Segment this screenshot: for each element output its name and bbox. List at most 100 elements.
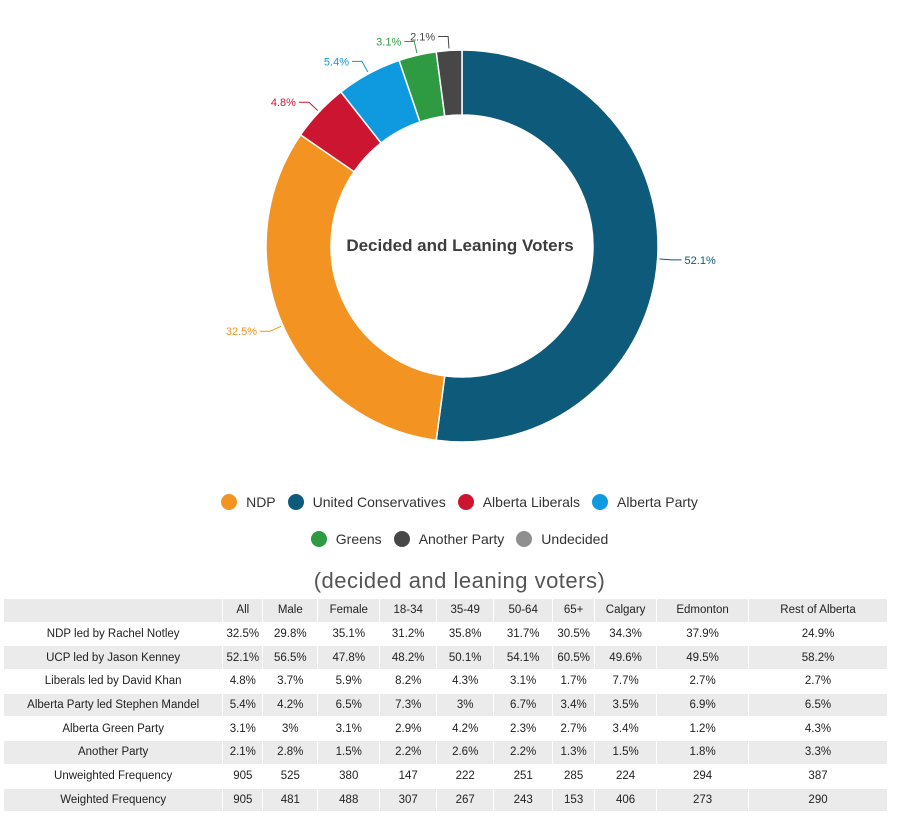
table-cell: 3.3% [748,740,888,765]
row-label: Weighted Frequency [4,788,224,813]
row-label: NDP led by Rachel Notley [4,622,224,647]
table-cell: 1.7% [552,669,596,694]
table-cell: 251 [493,764,554,789]
leader-line [260,325,282,332]
row-label: Another Party [4,740,224,765]
table-cell: 2.6% [436,740,495,765]
legend-item-united-conservatives[interactable]: United Conservatives [287,494,446,510]
row-label: Alberta Green Party [4,716,224,742]
table-cell: 273 [656,788,750,813]
slice-another-party[interactable] [435,49,463,117]
table-cell: 290 [748,788,888,813]
table-cell: 243 [493,788,554,813]
table-cell: 2.7% [656,669,750,694]
table-cell: 8.2% [379,669,438,694]
legend-item-another-party[interactable]: Another Party [393,531,505,547]
legend-label: Alberta Liberals [482,494,580,510]
table-cell: 3.1% [317,716,381,742]
table-cell: 6.9% [656,693,750,718]
table-cell: 54.1% [493,645,554,671]
legend-label: NDP [246,494,276,510]
table-cell: 285 [552,764,596,789]
legend-swatch [221,494,238,510]
table-cell: 153 [552,788,596,813]
legend-swatch [516,531,533,547]
leader-line [438,35,450,49]
legend-item-undecided[interactable]: Undecided [516,531,608,547]
legend-row-1: NDP United Conservatives Alberta Liberal… [0,494,919,510]
legend-label: Another Party [418,531,505,547]
legend-item-ndp[interactable]: NDP [221,494,276,510]
legend-item-greens[interactable]: Greens [310,531,382,547]
table-cell: 905 [222,764,264,789]
header-cell: Female [317,599,381,623]
table-cell: 35.8% [436,622,495,647]
legend-label: United Conservatives [312,494,446,510]
table-cell: 3% [436,693,495,718]
table-cell: 5.9% [317,669,381,694]
table-cell: 47.8% [317,645,381,671]
legend-item-alberta-liberals[interactable]: Alberta Liberals [457,494,580,510]
table-row: Liberals led by David Khan 4.8% 3.7% 5.9% 8.… [4,669,888,694]
slice-data-label: 5.4% [324,56,349,68]
table-row: Alberta Green Party 3.1% 3% 3.1% 2.9% 4.2% 2.3… [4,716,888,742]
table-row: UCP led by Jason Kenney 52.1% 56.5% 47.8% 48… [4,645,888,671]
table-cell: 387 [748,764,888,789]
header-cell: 65+ [552,599,596,623]
table-cell: 2.8% [262,740,319,765]
table-cell: 37.9% [656,622,750,647]
table-cell: 3.1% [222,716,264,742]
table-cell: 7.3% [379,693,438,718]
table-cell: 2.7% [552,716,596,742]
legend-label: Greens [335,531,382,547]
slice-ndp[interactable] [265,133,446,442]
table-cell: 58.2% [748,645,888,671]
table-cell: 2.2% [493,740,554,765]
legend-swatch [591,494,608,510]
leader-line [351,60,369,73]
table-cell: 488 [317,788,381,813]
legend-swatch [393,531,410,547]
table-cell: 1.5% [317,740,381,765]
table-cell: 307 [379,788,438,813]
table-cell: 1.3% [552,740,596,765]
table-header-row: All Male Female 18-34 35-49 50-64 65+ Ca… [4,599,888,623]
table-cell: 30.5% [552,622,596,647]
row-label: Liberals led by David Khan [4,669,224,694]
slice-data-label: 52.1% [685,255,716,267]
table-cell: 29.8% [262,622,319,647]
table-cell: 905 [222,788,264,813]
header-cell: Rest of Alberta [748,599,888,623]
legend-label: Alberta Party [616,494,698,510]
leader-line [659,258,682,261]
table-cell: 49.5% [656,645,750,671]
table-cell: 222 [436,764,495,789]
slice-data-label: 2.1% [410,31,435,43]
legend-swatch [457,494,474,510]
leader-line [298,101,319,111]
table-cell: 49.6% [594,645,658,671]
chart-title: Decided and Leaning Voters [346,236,574,255]
table-cell: 1.5% [594,740,658,765]
table-cell: 3.5% [594,693,658,718]
slice-united-conservatives[interactable] [435,49,659,443]
table-cell: 267 [436,788,495,813]
table-cell: 6.7% [493,693,554,718]
legend-item-alberta-party[interactable]: Alberta Party [591,494,698,510]
table-cell: 60.5% [552,645,596,671]
table-row: Alberta Party led Stephen Mandel 5.4% 4.2%… [4,693,888,718]
header-cell: Male [262,599,319,623]
table-cell: 5.4% [222,693,264,718]
leader-line [404,40,418,54]
table-cell: 1.8% [656,740,750,765]
header-cell: All [222,599,264,623]
table-cell: 32.5% [222,622,264,647]
table-cell: 24.9% [748,622,888,647]
table-cell: 6.5% [748,693,888,718]
header-cell [4,599,224,623]
header-cell: 35-49 [436,599,495,623]
table-cell: 380 [317,764,381,789]
table-cell: 481 [262,788,319,813]
table-cell: 31.7% [493,622,554,647]
table-cell: 4.2% [262,693,319,718]
